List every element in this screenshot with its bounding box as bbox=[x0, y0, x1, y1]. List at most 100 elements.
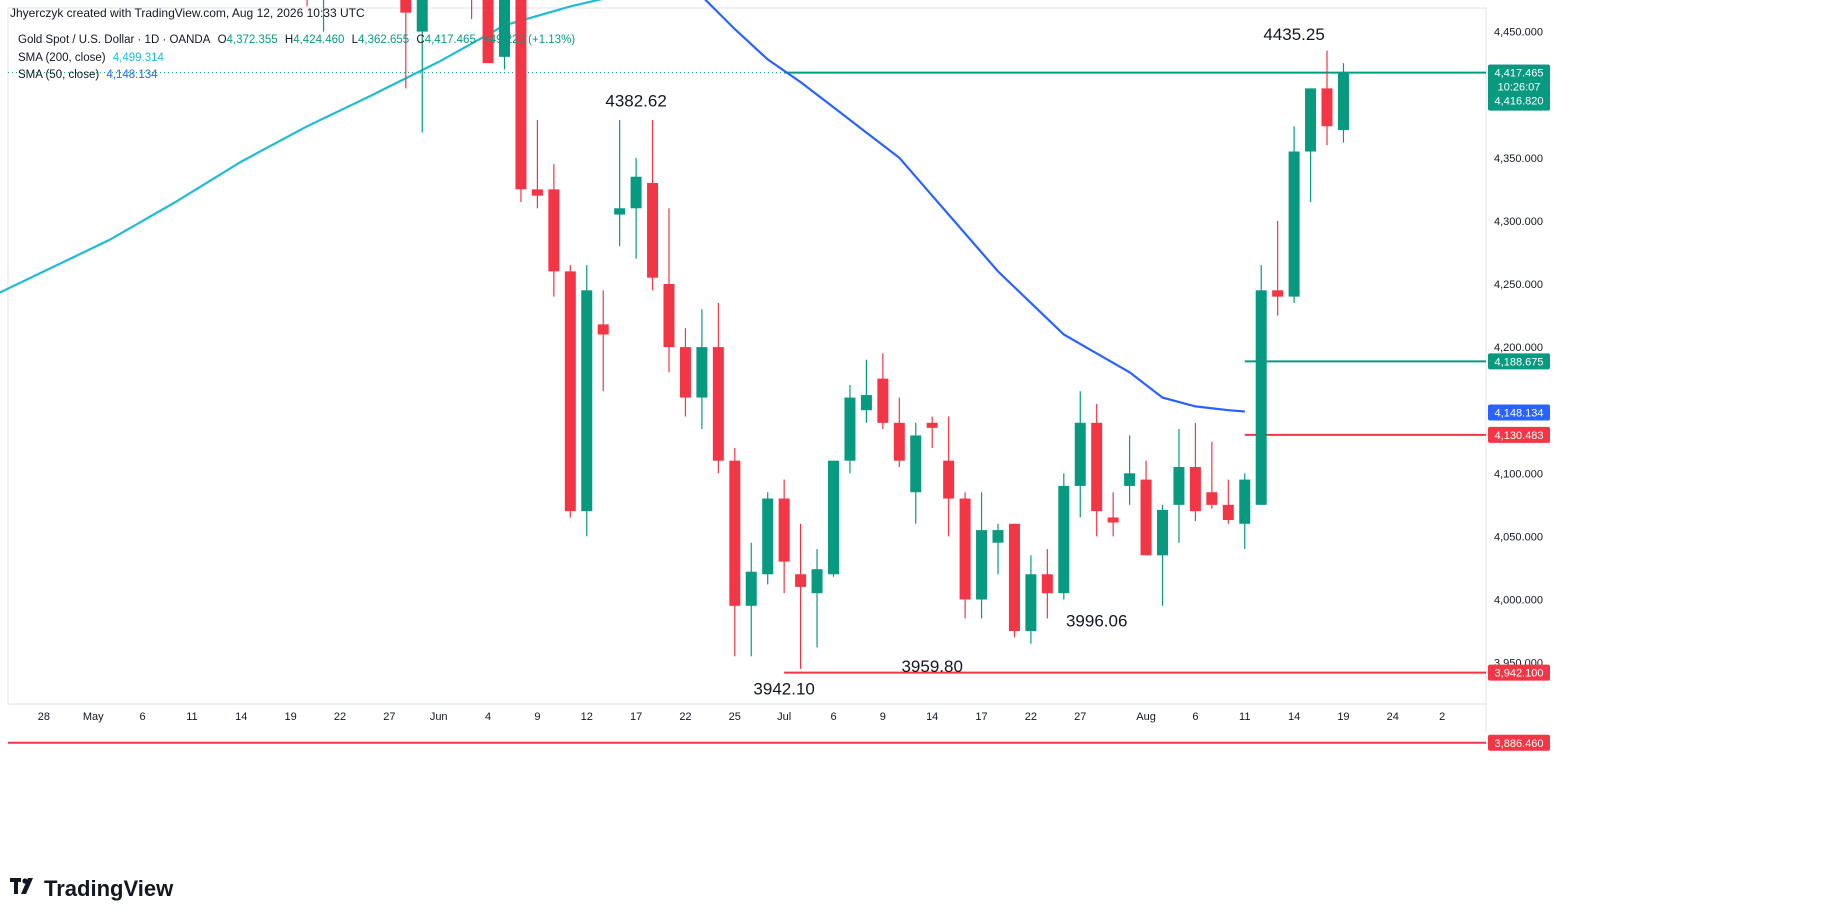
legend-sma50[interactable]: SMA (50, close) 4,148.134 bbox=[18, 69, 162, 81]
candle-body bbox=[1173, 466, 1185, 505]
x-tick-label: 28 bbox=[38, 711, 50, 723]
candle-up bbox=[1074, 391, 1086, 518]
price-annotation: 4435.25 bbox=[1263, 25, 1324, 44]
candle-body bbox=[778, 498, 790, 562]
candle-down bbox=[1189, 422, 1201, 522]
candles bbox=[306, 0, 1349, 669]
x-tick-label: 14 bbox=[235, 711, 247, 723]
candle-body bbox=[1222, 504, 1234, 520]
candle-body bbox=[844, 397, 856, 461]
x-tick-label: 25 bbox=[729, 711, 741, 723]
price-level-tag-label: 3,886.460 bbox=[1495, 738, 1544, 750]
candle-body bbox=[581, 290, 593, 512]
candle-body bbox=[712, 347, 724, 461]
annotations: 4773.584595.334382.623942.103959.803996.… bbox=[605, 25, 1324, 698]
candle-down bbox=[893, 397, 905, 467]
candle-down bbox=[1091, 403, 1103, 537]
candle-down bbox=[1206, 441, 1218, 509]
sma50-value: 4,148.134 bbox=[106, 69, 158, 81]
sma200-label: SMA (200, close) bbox=[18, 52, 106, 64]
candle-body bbox=[910, 435, 922, 493]
candle-up bbox=[1337, 63, 1349, 143]
candle-up bbox=[762, 492, 774, 585]
candle-up bbox=[1288, 126, 1300, 303]
candle-up bbox=[1124, 435, 1136, 505]
price-tag-sub-label: 4,416.820 bbox=[1495, 96, 1544, 108]
candle-body bbox=[1074, 422, 1086, 486]
candle-body bbox=[499, 0, 510, 57]
candle-body bbox=[515, 0, 527, 190]
candle-down bbox=[1041, 549, 1053, 619]
candle-body bbox=[630, 176, 642, 209]
candle-body bbox=[482, 0, 494, 64]
candle-down bbox=[471, 0, 473, 19]
candle-body bbox=[860, 395, 872, 411]
x-tick-label: 6 bbox=[140, 711, 146, 723]
tradingview-logo-text: TradingView bbox=[44, 876, 174, 901]
candle-up bbox=[910, 422, 922, 524]
candle-body bbox=[1091, 422, 1103, 512]
price-annotation: 3959.80 bbox=[901, 657, 962, 676]
candle-body bbox=[1189, 466, 1201, 512]
candle-up bbox=[1305, 88, 1317, 202]
candle-up bbox=[696, 309, 708, 430]
candle-down bbox=[515, 0, 527, 202]
candle-body bbox=[1206, 492, 1218, 505]
y-tick-label: 4,450.000 bbox=[1494, 27, 1543, 39]
candle-down bbox=[663, 208, 675, 373]
candle-up bbox=[630, 157, 642, 259]
candle-body bbox=[976, 530, 988, 600]
tradingview-logo[interactable]: TradingView bbox=[10, 876, 173, 902]
x-tick-label: 27 bbox=[1074, 711, 1086, 723]
legend-low: 4,362.655 bbox=[358, 34, 410, 46]
candle-body bbox=[1041, 574, 1053, 594]
price-level-tag bbox=[1488, 664, 1550, 681]
price-tag bbox=[1488, 64, 1550, 111]
x-tick-label: 11 bbox=[1239, 711, 1250, 723]
candle-body bbox=[1025, 574, 1037, 632]
x-tick-label: 9 bbox=[880, 711, 886, 723]
candle-up bbox=[1025, 555, 1037, 644]
candle-body bbox=[663, 284, 675, 348]
candle-down bbox=[647, 119, 659, 291]
x-tick-label: 6 bbox=[830, 711, 836, 723]
x-tick-label: Jun bbox=[430, 711, 448, 723]
price-tags: 4,744.3404,541.8804,481.7804,417.4654,18… bbox=[1488, 64, 1550, 751]
price-level-tag bbox=[1488, 353, 1550, 370]
y-tick-label: 4,000.000 bbox=[1494, 595, 1543, 607]
candle-body bbox=[614, 208, 626, 215]
y-tick-label: 4,250.000 bbox=[1494, 279, 1543, 291]
candle-body bbox=[1255, 290, 1267, 505]
candle-down bbox=[564, 265, 576, 518]
x-tick-label: 14 bbox=[1288, 711, 1300, 723]
legend-sma200[interactable]: SMA (200, close) 4,499.314 bbox=[18, 52, 168, 64]
candle-up bbox=[322, 0, 325, 32]
candle-down bbox=[531, 119, 543, 209]
x-tick-label: 22 bbox=[334, 711, 346, 723]
y-tick-label: 4,300.000 bbox=[1494, 216, 1543, 228]
horizontal-lines bbox=[8, 71, 1486, 744]
x-tick-label: 27 bbox=[383, 711, 395, 723]
candle-down bbox=[597, 290, 609, 392]
candle-body bbox=[959, 498, 971, 600]
x-tick-label: Aug bbox=[1136, 711, 1156, 723]
x-tick-label: 17 bbox=[630, 711, 642, 723]
candle-body bbox=[795, 574, 807, 587]
y-tick-label: 4,050.000 bbox=[1494, 531, 1543, 543]
sma200-line bbox=[0, 0, 603, 294]
candle-up bbox=[1255, 265, 1267, 505]
candle-down bbox=[926, 416, 938, 449]
price-level-tag bbox=[1488, 734, 1550, 751]
candle-body bbox=[1239, 479, 1251, 524]
x-tick-label: 4 bbox=[485, 711, 491, 723]
candle-body bbox=[696, 347, 708, 398]
legend-symbol[interactable]: Gold Spot / U.S. Dollar · 1D · OANDA bbox=[18, 34, 211, 46]
candle-body bbox=[1058, 485, 1070, 594]
legend-ohlc[interactable]: Gold Spot / U.S. Dollar · 1D · OANDA O4,… bbox=[18, 34, 579, 46]
candle-up bbox=[581, 265, 593, 537]
x-tick-label: 14 bbox=[926, 711, 938, 723]
candle-body bbox=[1305, 88, 1317, 152]
y-tick-label: 4,100.000 bbox=[1494, 468, 1543, 480]
candle-body bbox=[597, 324, 609, 335]
